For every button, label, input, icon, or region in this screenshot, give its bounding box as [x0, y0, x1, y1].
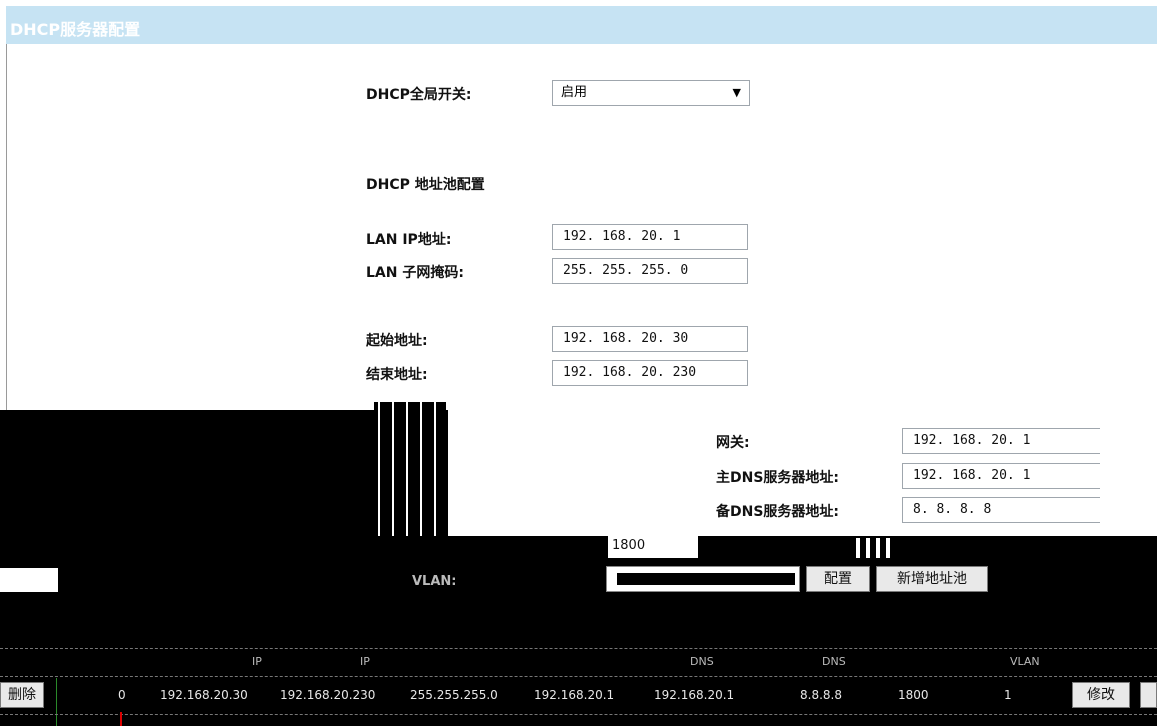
- vlan-select[interactable]: [606, 566, 800, 592]
- lan-ip-label: LAN IP地址:: [366, 232, 452, 248]
- start-address-input[interactable]: 192. 168. 20. 30: [552, 326, 748, 352]
- lease-value: 1800: [612, 538, 646, 553]
- primary-dns-input[interactable]: 192. 168. 20. 1: [902, 463, 1100, 489]
- config-button[interactable]: 配置: [806, 566, 870, 592]
- table-header-dns2: DNS: [822, 655, 846, 668]
- lan-mask-input[interactable]: 255. 255. 255. 0: [552, 258, 748, 284]
- vlan-label: VLAN:: [412, 574, 457, 589]
- global-switch-label: DHCP全局开关:: [366, 87, 472, 103]
- global-switch-select[interactable]: 启用 ▼: [552, 80, 750, 106]
- end-address-label: 结束地址:: [366, 367, 428, 383]
- secondary-dns-label: 备DNS服务器地址:: [716, 504, 840, 520]
- page-title: DHCP服务器配置: [10, 20, 141, 39]
- lease-field[interactable]: 1800: [608, 536, 698, 558]
- cell-dns1: 192.168.20.1: [654, 688, 735, 702]
- global-switch-value: 启用: [561, 85, 588, 100]
- cell-gateway: 192.168.20.1: [534, 688, 615, 702]
- end-address-input[interactable]: 192. 168. 20. 230: [552, 360, 748, 386]
- cell-mask: 255.255.255.0: [410, 688, 498, 702]
- table-header-dns1: DNS: [690, 655, 714, 668]
- table-header-start-ip: IP: [252, 655, 262, 668]
- start-address-label: 起始地址:: [366, 333, 428, 349]
- lan-mask-label: LAN 子网掩码:: [366, 265, 464, 281]
- delete-button-fragment[interactable]: [1140, 682, 1157, 708]
- pool-section-heading: DHCP 地址池配置: [366, 177, 485, 193]
- add-pool-button[interactable]: 新增地址池: [876, 566, 988, 592]
- table-header-vlan: VLAN: [1010, 655, 1040, 668]
- cell-vlan: 1: [1004, 688, 1012, 702]
- gateway-input[interactable]: 192. 168. 20. 1: [902, 428, 1100, 454]
- primary-dns-label: 主DNS服务器地址:: [716, 470, 840, 486]
- chevron-down-icon: ▼: [732, 86, 741, 99]
- cell-end: 192.168.20.230: [280, 688, 376, 702]
- table-bottom-border: [0, 714, 1157, 715]
- cell-start: 192.168.20.30: [160, 688, 248, 702]
- table-header-end-ip: IP: [360, 655, 370, 668]
- modify-button[interactable]: 修改: [1072, 682, 1130, 708]
- lan-ip-input[interactable]: 192. 168. 20. 1: [552, 224, 748, 250]
- table-top-border: [0, 648, 1157, 649]
- gateway-label: 网关:: [716, 435, 750, 451]
- left-border: [6, 44, 7, 410]
- table-header-border: [0, 676, 1157, 677]
- cell-index: 0: [118, 688, 126, 702]
- secondary-dns-input[interactable]: 8. 8. 8. 8: [902, 497, 1100, 523]
- cell-dns2: 8.8.8.8: [800, 688, 842, 702]
- left-field-fragment: [0, 568, 58, 592]
- delete-button[interactable]: 删除: [0, 682, 44, 708]
- cursor-marker: [120, 712, 122, 726]
- title-bar: DHCP服务器配置: [6, 6, 1157, 44]
- cell-lease: 1800: [898, 688, 929, 702]
